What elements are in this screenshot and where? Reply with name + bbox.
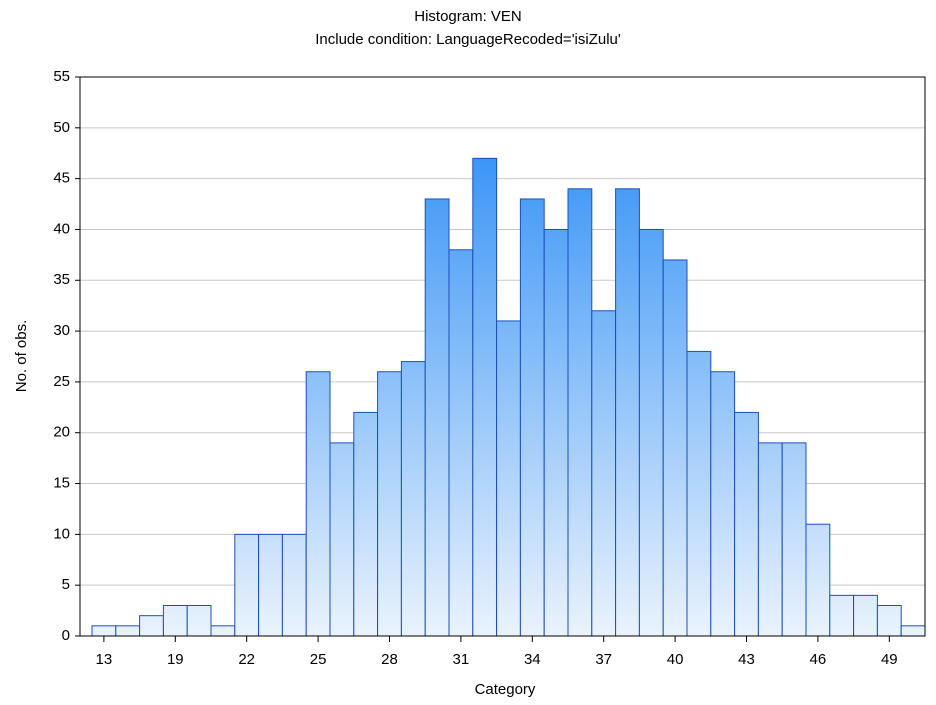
x-tick-label: 31 [453,651,470,668]
chart-subtitle: Include condition: LanguageRecoded='isiZ… [315,31,621,48]
x-tick-label: 25 [310,651,327,668]
bar [472,157,498,637]
bar [258,533,283,637]
bar [91,625,117,637]
bar [424,198,450,637]
x-tick-label: 19 [167,651,184,668]
chart-title: Histogram: VEN [414,8,522,25]
y-tick-label: 5 [62,576,70,593]
y-tick-label: 25 [53,373,70,390]
bar [448,249,474,637]
bar [543,228,569,637]
bar [186,605,212,637]
y-tick-label: 20 [53,424,70,441]
bar [162,605,188,637]
bar [281,533,307,637]
bar [662,259,688,637]
bar [757,442,783,637]
y-tick-label: 50 [53,119,70,136]
bar [115,625,141,637]
bar [710,371,736,637]
x-tick-label: 37 [595,651,612,668]
x-axis-label: Category [475,681,536,698]
bar [353,411,379,637]
bar [876,605,902,637]
x-tick-label: 46 [810,651,827,668]
bar [567,188,593,637]
x-tick-label: 49 [881,651,898,668]
x-tick-label: 43 [738,651,755,668]
bar [638,228,664,637]
bar [615,188,640,637]
bar [591,310,617,637]
y-tick-label: 10 [53,525,70,542]
bar [686,350,712,637]
y-axis-label: No. of obs. [13,320,30,393]
x-tick-label: 40 [667,651,684,668]
bar [377,371,402,637]
bar [400,361,426,637]
bar [210,625,236,637]
y-tick-label: 45 [53,170,70,187]
plot-frame [79,76,926,637]
x-tick-label: 28 [381,651,398,668]
bar [853,594,878,637]
y-tick-label: 35 [53,271,70,288]
bar [781,442,807,637]
bar [900,625,926,637]
bar [329,442,355,637]
bar [829,594,855,637]
bar [496,320,521,637]
y-tick-label: 40 [53,220,70,237]
y-tick-label: 0 [62,627,70,644]
x-tick-label: 22 [238,651,255,668]
bar [519,198,545,637]
x-tick-label: 34 [524,651,541,668]
bar [734,411,759,637]
x-tick-label: 13 [96,651,113,668]
bar [305,371,331,637]
bar [139,615,164,637]
bar [234,533,260,637]
bar [805,523,831,637]
y-tick-label: 30 [53,322,70,339]
y-tick-label: 55 [53,68,70,85]
y-tick-label: 15 [53,475,70,492]
